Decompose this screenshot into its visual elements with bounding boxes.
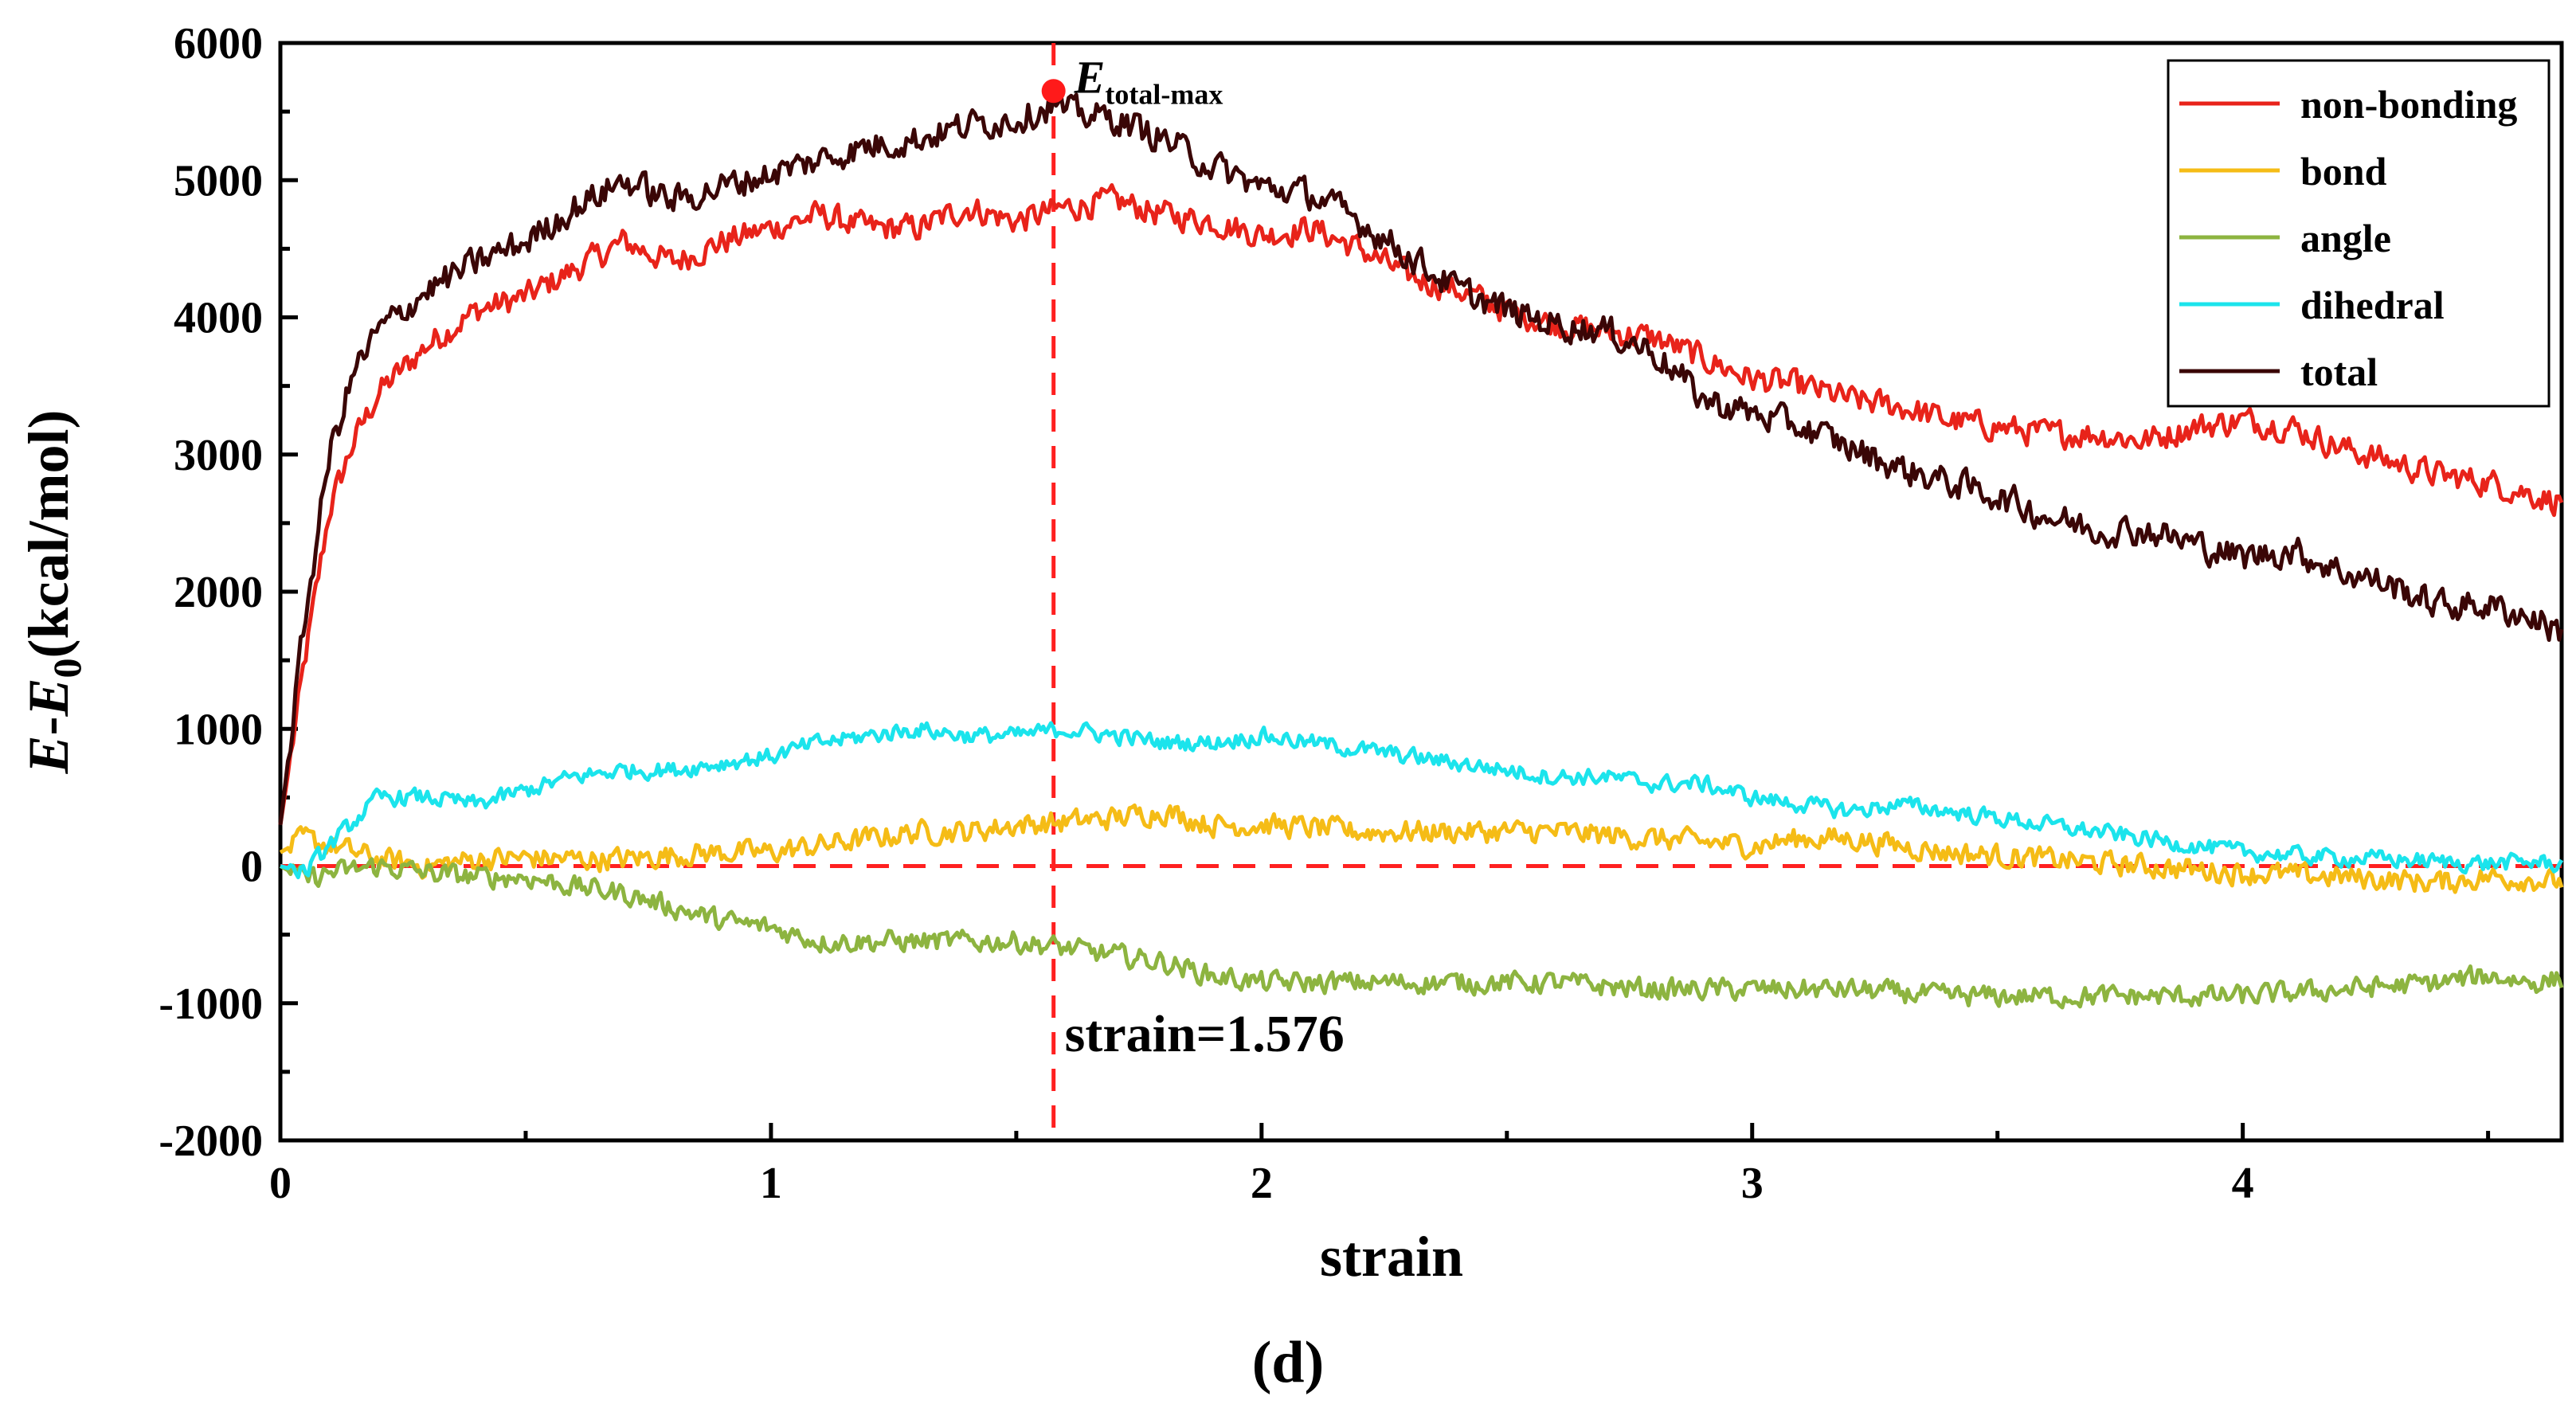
- legend-box: [2167, 59, 2551, 408]
- y-title-e2: E: [17, 678, 80, 717]
- peak-marker: [1041, 79, 1066, 104]
- x-tick-label: 1: [760, 1159, 782, 1208]
- tick-labels: 0 1 2 3 4 -2000 -1000 0 1000 2000 3000 4000 5000 6000: [159, 19, 2253, 1208]
- y-title-unit: (kcal/mol): [17, 410, 80, 659]
- series-layer: [278, 92, 2564, 1010]
- x-axis-title: strain: [1320, 1225, 1463, 1289]
- legend-label-dihedral: dihedral: [2300, 283, 2445, 327]
- peak-label-main: E: [1074, 51, 1106, 103]
- y-tick-label: -2000: [159, 1117, 263, 1166]
- y-tick-label: 2000: [174, 568, 263, 617]
- y-tick-label: 6000: [174, 19, 263, 68]
- y-title-dash: -: [17, 716, 80, 735]
- strain-annotation: strain=1.576: [1065, 1005, 1345, 1063]
- x-tick-label: 2: [1251, 1159, 1273, 1208]
- series-line-dihedral: [280, 721, 2564, 880]
- peak-label-sub: total-max: [1105, 78, 1223, 110]
- y-tick-label: 0: [241, 843, 263, 892]
- legend-label-bond: bond: [2300, 149, 2387, 194]
- x-tick-label: 4: [2232, 1159, 2254, 1208]
- y-tick-label: 5000: [174, 156, 263, 205]
- legend-label-angle: angle: [2300, 216, 2391, 260]
- legend: non-bonding bond angle dihedral total: [2179, 82, 2517, 394]
- series-line-total: [278, 92, 2564, 826]
- y-title-e1: E: [17, 735, 80, 774]
- series-line-angle: [279, 857, 2564, 1010]
- series-line-bond: [279, 803, 2564, 894]
- peak-label: Etotal-max: [1074, 51, 1223, 110]
- y-axis-title: E-E0(kcal/mol): [17, 410, 89, 775]
- panel-label: (d): [1252, 1330, 1324, 1395]
- y-tick-label: 1000: [174, 705, 263, 754]
- y-tick-label: 3000: [174, 431, 263, 480]
- legend-label-total: total: [2300, 350, 2378, 394]
- y-tick-label: -1000: [159, 980, 263, 1029]
- x-tick-label: 0: [269, 1159, 292, 1208]
- legend-label-non-bonding: non-bonding: [2300, 82, 2517, 127]
- series-line-non-bonding: [278, 183, 2564, 826]
- y-title-sub: 0: [45, 658, 89, 678]
- y-tick-label: 4000: [174, 294, 263, 343]
- x-tick-label: 3: [1741, 1159, 1764, 1208]
